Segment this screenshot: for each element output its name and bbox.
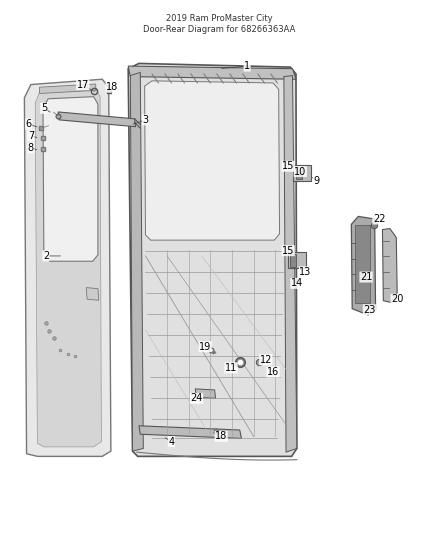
Text: 20: 20 <box>391 294 403 304</box>
Polygon shape <box>43 96 98 261</box>
Text: 7: 7 <box>28 131 34 141</box>
Text: 18: 18 <box>106 82 118 92</box>
FancyBboxPatch shape <box>296 167 302 180</box>
Text: 10: 10 <box>294 166 307 176</box>
Polygon shape <box>128 63 297 456</box>
Text: 14: 14 <box>291 278 303 288</box>
Text: 15: 15 <box>282 161 294 171</box>
Text: 2: 2 <box>43 251 49 261</box>
Text: 5: 5 <box>41 103 47 114</box>
Text: 1: 1 <box>244 61 250 71</box>
FancyBboxPatch shape <box>293 165 311 181</box>
Text: 4: 4 <box>168 437 174 447</box>
Polygon shape <box>35 88 101 447</box>
Polygon shape <box>195 389 215 398</box>
Text: 21: 21 <box>360 272 372 282</box>
Text: 22: 22 <box>373 214 385 224</box>
Polygon shape <box>131 72 143 451</box>
Text: 9: 9 <box>313 175 319 185</box>
Text: 23: 23 <box>363 305 376 315</box>
Text: 3: 3 <box>142 115 148 125</box>
FancyBboxPatch shape <box>288 252 306 268</box>
Polygon shape <box>25 79 111 456</box>
Text: 15: 15 <box>282 246 294 256</box>
Text: 11: 11 <box>225 363 237 373</box>
Polygon shape <box>58 112 135 127</box>
Text: 13: 13 <box>299 267 311 277</box>
Polygon shape <box>86 288 99 300</box>
Text: 19: 19 <box>199 342 211 352</box>
Polygon shape <box>128 66 296 79</box>
Text: 8: 8 <box>28 143 34 153</box>
Text: 12: 12 <box>260 355 272 365</box>
Text: 18: 18 <box>215 431 227 441</box>
Polygon shape <box>139 426 241 439</box>
Polygon shape <box>145 81 279 240</box>
Polygon shape <box>351 216 375 315</box>
Text: 6: 6 <box>26 119 32 129</box>
Text: 24: 24 <box>191 393 203 403</box>
FancyBboxPatch shape <box>355 225 371 303</box>
Text: 17: 17 <box>77 79 89 90</box>
Text: 2019 Ram ProMaster City
Door-Rear Diagram for 68266363AA: 2019 Ram ProMaster City Door-Rear Diagra… <box>143 14 295 34</box>
Text: 16: 16 <box>267 367 279 377</box>
FancyBboxPatch shape <box>290 254 297 266</box>
Polygon shape <box>382 229 397 302</box>
Polygon shape <box>39 84 96 93</box>
Polygon shape <box>284 76 297 452</box>
